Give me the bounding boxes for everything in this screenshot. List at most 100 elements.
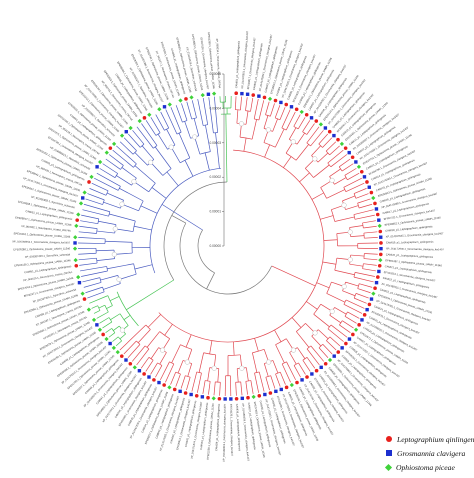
scale-tick-label: 0.00002 (209, 175, 221, 179)
tip-marker-square (229, 397, 233, 401)
branch (306, 126, 320, 144)
branch (155, 114, 165, 131)
tip-marker-circle (172, 387, 177, 392)
branch (306, 357, 316, 369)
branch (134, 165, 156, 184)
branch-arc (285, 152, 297, 161)
tip-marker-diamond (167, 385, 172, 390)
tip-marker-square (95, 165, 99, 169)
backbone-branch (271, 265, 316, 287)
branch (362, 268, 376, 272)
branch (344, 316, 357, 324)
branch (181, 103, 188, 121)
branch-arc (265, 114, 271, 117)
branch (264, 144, 271, 158)
tip-marker-circle (378, 229, 383, 234)
branch (258, 100, 265, 121)
branch (329, 314, 342, 324)
node-bubble (347, 229, 353, 235)
tip-marker-circle (119, 354, 124, 358)
branch (119, 333, 126, 340)
branch (105, 240, 133, 243)
branch (78, 231, 97, 234)
tip-markers (72, 91, 383, 401)
branch (147, 314, 161, 328)
tip-marker-diamond (74, 223, 79, 228)
tip-marker-square (162, 105, 167, 109)
tip-marker-diamond (104, 150, 109, 155)
node-bubble (329, 308, 335, 314)
branch-arc (191, 117, 197, 120)
tip-marker-circle (350, 155, 355, 160)
branch (235, 382, 237, 396)
branch-arc (318, 343, 324, 348)
branch (245, 110, 249, 125)
tip-marker-circle (323, 361, 328, 366)
branch (349, 225, 363, 228)
tip-marker-diamond (128, 125, 133, 131)
branch (318, 347, 329, 359)
branch (106, 192, 124, 201)
legend-item-ophiostoma: Ophiostoma piceae (384, 461, 472, 473)
branch-arc (275, 117, 281, 121)
branch (185, 334, 192, 348)
tip-marker-diamond (211, 396, 216, 401)
branch (288, 127, 297, 140)
branch (299, 172, 310, 183)
legend-item-grosmannia: Grosmannia clavigera (386, 447, 472, 459)
tip-marker-square (147, 375, 151, 379)
branch (275, 344, 285, 364)
branch-arc (148, 183, 156, 192)
tip-marker-diamond (80, 291, 85, 296)
branch (141, 123, 158, 146)
tip-marker-circle (336, 137, 340, 142)
branch (219, 382, 221, 396)
tip-label: EPE01397.1_Ophiostoma_piceae_UAMH_11346 (385, 258, 442, 267)
tip-marker-circle (75, 218, 79, 222)
branch (103, 283, 121, 290)
branch (297, 117, 306, 130)
branch (89, 188, 107, 196)
tip-label: EPE08852.1_Ophiostoma_piceae_UAMH_11346 (384, 215, 441, 227)
tip-marker-square (319, 365, 323, 370)
branch (334, 307, 347, 315)
legend-label: Leptographium qinlingensis (397, 434, 474, 444)
tip-marker-square (362, 175, 367, 179)
tip-marker-circle (375, 212, 380, 217)
tip-label: EPE09917.1_Ophiostoma_piceae_UAMH_11346 (15, 215, 72, 227)
branch (359, 283, 373, 288)
tip-label: CAMI51_p1_Leptographium_qinlingensis (24, 264, 72, 274)
node-bubble (192, 134, 198, 140)
branch (275, 373, 281, 387)
tip-marker-square (300, 378, 304, 382)
node-bubble (312, 156, 318, 162)
tip-marker-circle (373, 286, 377, 291)
branch (78, 252, 97, 255)
branch (208, 97, 214, 133)
branch (298, 362, 306, 375)
tip-marker-circle (369, 190, 374, 195)
tip-marker-diamond (189, 95, 194, 100)
legend-label: Grosmannia clavigera (397, 448, 466, 458)
branch (281, 363, 291, 383)
clade-arc (149, 167, 221, 274)
branch (91, 305, 98, 309)
branch (150, 362, 158, 375)
node-bubble (131, 179, 137, 185)
branch (302, 359, 311, 372)
branch (204, 152, 210, 171)
backbone-branch (126, 279, 174, 311)
branch (170, 371, 177, 385)
branch (355, 293, 369, 299)
branch (270, 103, 275, 117)
tip-label: XP_014170951.1_Grosmannia_clavigera_kw14… (240, 30, 249, 89)
backbone-branch (206, 272, 215, 290)
branch (107, 263, 134, 270)
tip-marker-square (157, 380, 161, 385)
branch (113, 325, 120, 331)
branch (236, 368, 239, 383)
tip-label: EPE01062.1_Ophiostoma_piceae_UAMH_11346 (14, 231, 71, 238)
branch-arc (245, 110, 251, 112)
branch (115, 340, 122, 347)
branch (325, 141, 337, 152)
